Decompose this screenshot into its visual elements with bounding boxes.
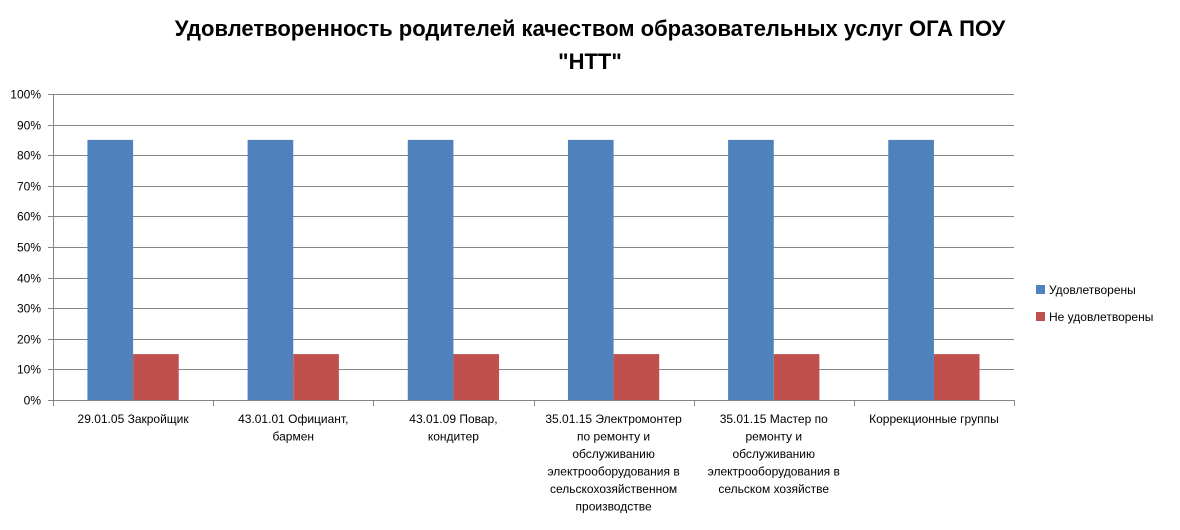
- bar-udovletvoreny: [888, 139, 934, 400]
- y-tick-label: 90%: [17, 119, 41, 133]
- bar-udovletvoreny: [407, 139, 454, 400]
- legend-label-udovletvoreny: Удовлетворены: [1049, 283, 1136, 297]
- y-axis-tick-labels: 0% 10% 20% 30% 40% 50% 60% 70% 80% 90% 100%: [10, 88, 41, 408]
- y-tick-label: 20%: [17, 333, 41, 347]
- bar-ne-udovletvoreny: [293, 354, 339, 400]
- y-tick-label: 0%: [24, 394, 42, 408]
- bar-ne-udovletvoreny: [453, 354, 500, 400]
- bar-ne-udovletvoreny: [773, 354, 820, 400]
- bar-ne-udovletvoreny: [613, 354, 660, 400]
- y-tick-label: 30%: [17, 302, 41, 316]
- bar-udovletvoreny: [728, 139, 774, 400]
- chart-title-line-1: Удовлетворенность родителей качеством об…: [175, 16, 1006, 41]
- bar-udovletvoreny: [247, 139, 294, 400]
- x-category-label: Коррекционные группы: [869, 412, 999, 426]
- legend-swatch-ne-udovletvoreny: [1036, 312, 1045, 321]
- legend-swatch-udovletvoreny: [1036, 285, 1045, 294]
- bar-udovletvoreny: [567, 139, 614, 400]
- x-category-label: 43.01.01 Официант, бармен: [238, 412, 348, 444]
- legend-label-ne-udovletvoreny: Не удовлетворены: [1049, 310, 1153, 324]
- x-category-label: 35.01.15 Мастер по ремонту и обслуживанию э…: [708, 412, 840, 496]
- x-category-label: 35.01.15 Электромонтер по ремонту и обслуж…: [545, 412, 682, 514]
- y-tick-label: 100%: [10, 88, 41, 102]
- y-tick-label: 10%: [17, 363, 41, 377]
- y-tick-label: 40%: [17, 272, 41, 286]
- y-tick-label: 70%: [17, 180, 41, 194]
- x-axis-category-labels: 29.01.05 Закройщик 43.01.01 Официант, барм…: [78, 412, 999, 514]
- y-tick-label: 50%: [17, 241, 41, 255]
- bar-ne-udovletvoreny: [933, 354, 980, 400]
- bars: [87, 139, 980, 400]
- gridlines: [48, 94, 1014, 401]
- y-tick-label: 60%: [17, 210, 41, 224]
- y-tick-label: 80%: [17, 149, 41, 163]
- legend: Удовлетворены Не удовлетворены: [1036, 283, 1153, 324]
- axes: [53, 94, 1015, 406]
- bar-ne-udovletvoreny: [133, 354, 179, 400]
- x-category-label: 43.01.09 Повар, кондитер: [409, 412, 497, 444]
- chart-title-line-2: "НТТ": [558, 49, 622, 74]
- bar-udovletvoreny: [87, 139, 134, 400]
- x-category-label: 29.01.05 Закройщик: [78, 412, 190, 426]
